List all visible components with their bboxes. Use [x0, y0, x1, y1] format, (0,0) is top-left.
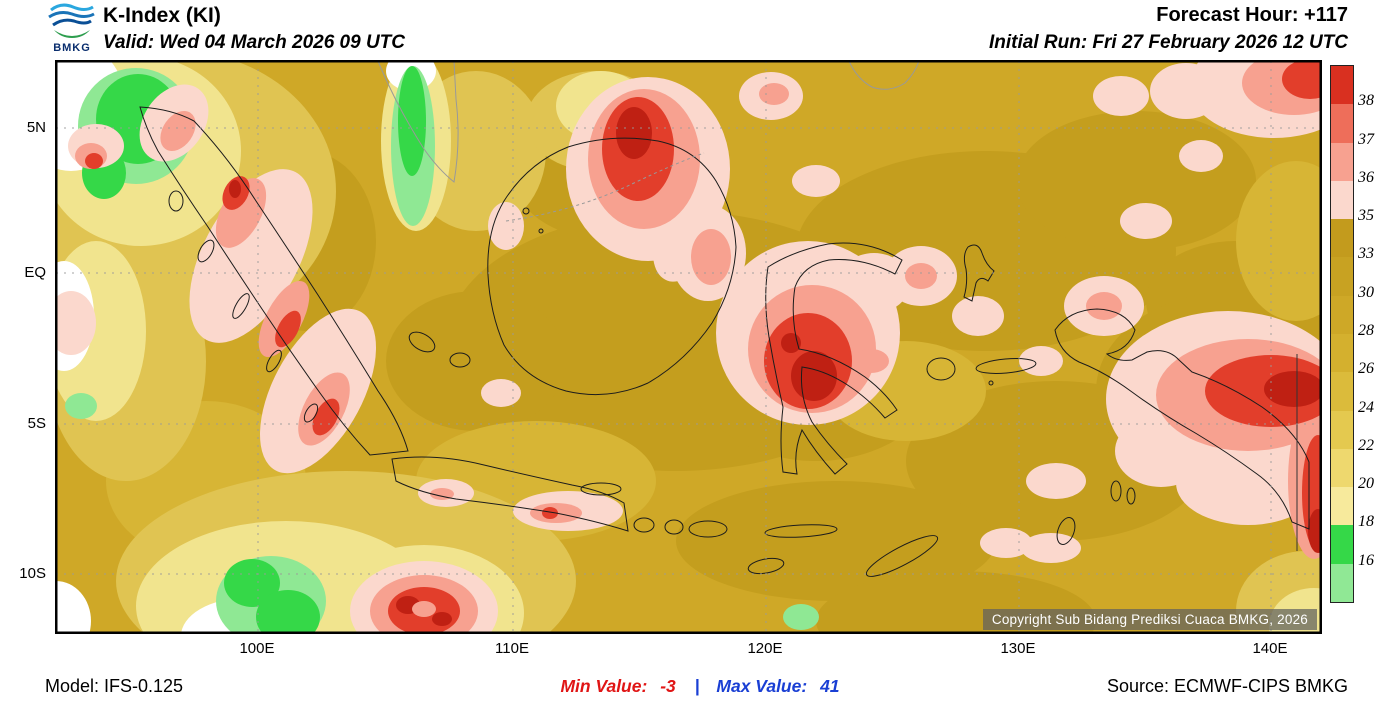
minmax-values: Min Value: -3 | Max Value: 41: [0, 676, 1400, 697]
lat-label-eq: EQ: [24, 264, 46, 281]
colorbar-segment: [1331, 180, 1353, 220]
foreign-coastlines: [377, 61, 920, 222]
min-value-label: Min Value:: [560, 676, 648, 696]
initial-run: Initial Run: Fri 27 February 2026 12 UTC: [989, 32, 1348, 53]
colorbar-label: 35: [1358, 207, 1374, 225]
colorbar-label: 22: [1358, 436, 1374, 454]
colorbar-label: 24: [1358, 398, 1374, 416]
lon-label-140e: 140E: [1252, 640, 1288, 657]
bmkg-logo-text: BMKG: [53, 42, 91, 54]
colorbar-segment: [1331, 219, 1353, 258]
bmkg-logo: BMKG: [44, 2, 100, 54]
colorbar-label: 37: [1358, 130, 1374, 148]
page-title: K-Index (KI): [103, 4, 221, 27]
max-value-label: Max Value:: [716, 676, 808, 696]
lon-label-120e: 120E: [747, 640, 783, 657]
lat-label-5s: 5S: [27, 415, 46, 432]
lon-label-130e: 130E: [1000, 640, 1036, 657]
colorbar-segment: [1331, 487, 1353, 526]
colorbar-segment: [1331, 66, 1353, 105]
colorbar-label: 30: [1358, 283, 1374, 301]
max-value: 41: [820, 676, 840, 696]
valid-time: Valid: Wed 04 March 2026 09 UTC: [103, 32, 406, 53]
colorbar-segment: [1331, 372, 1353, 411]
colorbar-labels: 38 37 36 35 33 30 28 26 24 22 20 18 16: [1358, 65, 1398, 601]
map-frame: Copyright Sub Bidang Prediksi Cuaca BMKG…: [55, 60, 1322, 634]
forecast-hour: Forecast Hour: +117: [1156, 4, 1348, 26]
colorbar-segment: [1331, 257, 1353, 296]
colorbar-label: 18: [1358, 513, 1374, 531]
colorbar-label: 33: [1358, 245, 1374, 263]
colorbar-label: 36: [1358, 168, 1374, 186]
min-value: -3: [660, 676, 676, 696]
colorbar-segment: [1331, 410, 1353, 449]
colorbar-label: 16: [1358, 551, 1374, 569]
colorbar-segment: [1331, 333, 1353, 373]
colorbar-label: 26: [1358, 360, 1374, 378]
colorbar-label: 38: [1358, 92, 1374, 110]
bmkg-logo-icon: [48, 3, 95, 38]
minmax-separator: |: [694, 676, 700, 696]
contour-dark-red: [229, 107, 1321, 626]
colorbar-segment: [1331, 295, 1353, 334]
model-label: Model: IFS-0.125: [45, 676, 184, 696]
colorbar-segment: [1331, 563, 1353, 602]
colorbar-label: 20: [1358, 475, 1374, 493]
source-label: Source: ECMWF-CIPS BMKG: [1106, 676, 1348, 696]
colorbar-segment: [1331, 448, 1353, 488]
lat-label-5n: 5N: [26, 119, 46, 136]
colorbar-label: 28: [1358, 322, 1374, 339]
colorbar: [1330, 65, 1354, 603]
copyright-overlay: Copyright Sub Bidang Prediksi Cuaca BMKG…: [982, 609, 1317, 630]
colorbar-segment: [1331, 104, 1353, 143]
colorbar-segment: [1331, 142, 1353, 181]
colorbar-segment: [1331, 525, 1353, 564]
lat-label-10s: 10S: [19, 565, 46, 582]
kindex-map: [56, 61, 1321, 633]
lon-label-110e: 110E: [495, 640, 529, 657]
coastlines: [139, 106, 1310, 577]
graticule: [56, 61, 1321, 633]
lon-label-100e: 100E: [239, 640, 275, 657]
